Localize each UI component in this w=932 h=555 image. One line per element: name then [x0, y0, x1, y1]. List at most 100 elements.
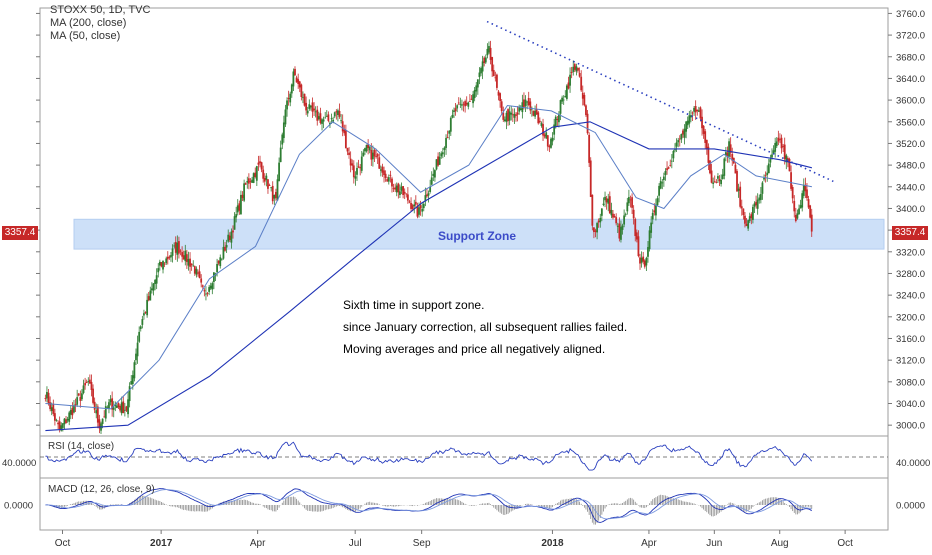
candle-body	[360, 156, 363, 171]
candle-body	[397, 183, 400, 193]
candle-body	[486, 48, 489, 56]
candle-body	[518, 107, 521, 112]
candle-body	[763, 177, 765, 180]
x-tick-label: Jul	[349, 538, 362, 549]
candle-body	[429, 186, 432, 192]
candle-body	[208, 287, 211, 292]
candle-body	[629, 199, 632, 201]
candle-body	[308, 104, 311, 109]
candle-body	[103, 416, 106, 418]
candle-body	[801, 193, 804, 208]
candle-body	[527, 97, 530, 106]
candle-body	[187, 258, 190, 266]
candle-body	[166, 256, 169, 260]
candle-body	[434, 170, 436, 178]
candle-body	[81, 393, 83, 400]
candle-body	[553, 124, 556, 135]
candle-body	[55, 419, 58, 421]
candle-body	[290, 84, 293, 94]
candle-body	[263, 178, 266, 182]
candle-body	[127, 399, 129, 415]
candle-body	[309, 105, 312, 108]
candle-body	[174, 241, 177, 253]
candle-body	[758, 197, 761, 201]
candle-body	[593, 227, 595, 233]
candle-body	[173, 245, 176, 247]
macd-tick-label: 0.0000	[896, 501, 925, 512]
candle-body	[402, 186, 405, 195]
candle-body	[147, 296, 150, 301]
candle-body	[632, 209, 635, 219]
candle-body	[122, 401, 125, 414]
candle-body	[321, 119, 323, 124]
candle-body	[750, 214, 753, 219]
y-tick-label: 3160.0	[896, 334, 925, 345]
candle-body	[505, 112, 508, 122]
y-tick-label: 3520.0	[896, 139, 925, 150]
candle-body	[63, 418, 66, 425]
candle-body	[569, 74, 571, 86]
y-tick-label: 3600.0	[896, 96, 925, 107]
candle-body	[52, 403, 55, 414]
candle-body	[77, 393, 80, 396]
candle-body	[462, 103, 465, 105]
candle-body	[85, 381, 88, 383]
candle-body	[311, 102, 314, 112]
candle-body	[437, 156, 439, 166]
candle-body	[232, 230, 234, 233]
candle-body	[365, 144, 368, 152]
candle-body	[499, 93, 502, 102]
candle-body	[109, 399, 112, 403]
candle-body	[82, 385, 85, 394]
candle-body	[570, 72, 573, 74]
candle-body	[690, 115, 692, 118]
last-price-badge-right: 3357.4	[892, 226, 928, 240]
candle-body	[468, 101, 471, 102]
candle-body	[203, 290, 206, 292]
candle-body	[435, 159, 438, 170]
candle-body	[104, 406, 107, 419]
candle-body	[143, 313, 145, 316]
candle-body	[251, 179, 253, 183]
candle-body	[627, 197, 630, 204]
candle-body	[330, 118, 333, 120]
candle-body	[135, 353, 137, 361]
candle-body	[141, 319, 144, 325]
candle-body	[674, 149, 676, 151]
candle-body	[529, 101, 532, 111]
candle-body	[626, 202, 629, 212]
candle-body	[640, 257, 643, 263]
candle-body	[449, 117, 452, 132]
candle-body	[492, 70, 495, 77]
candle-body	[189, 258, 191, 267]
candle-body	[470, 98, 473, 100]
candle-body	[168, 256, 171, 258]
candle-body	[327, 114, 330, 121]
candle-body	[453, 110, 455, 112]
candle-body	[634, 219, 637, 237]
candle-body	[171, 248, 174, 256]
candle-body	[348, 152, 350, 155]
candle-body	[61, 423, 64, 428]
candle-body	[481, 61, 484, 72]
annotation-line-2: since January correction, all subsequent…	[343, 320, 628, 334]
y-tick-label: 3760.0	[896, 9, 925, 20]
candle-body	[726, 152, 729, 156]
candle-body	[691, 112, 694, 114]
candle-body	[802, 185, 805, 196]
candle-body	[548, 145, 551, 148]
candle-body	[54, 413, 56, 421]
candle-body	[90, 381, 93, 391]
candle-body	[303, 93, 306, 106]
support-zone-label: Support Zone	[438, 229, 516, 243]
candle-body	[666, 168, 668, 171]
candle-body	[772, 150, 775, 154]
candle-body	[799, 205, 802, 209]
candle-body	[736, 171, 738, 192]
candle-body	[809, 205, 812, 218]
candle-body	[117, 403, 120, 408]
candle-body	[338, 110, 341, 117]
candle-body	[73, 405, 75, 413]
candle-body	[316, 109, 319, 121]
candle-body	[526, 101, 529, 103]
